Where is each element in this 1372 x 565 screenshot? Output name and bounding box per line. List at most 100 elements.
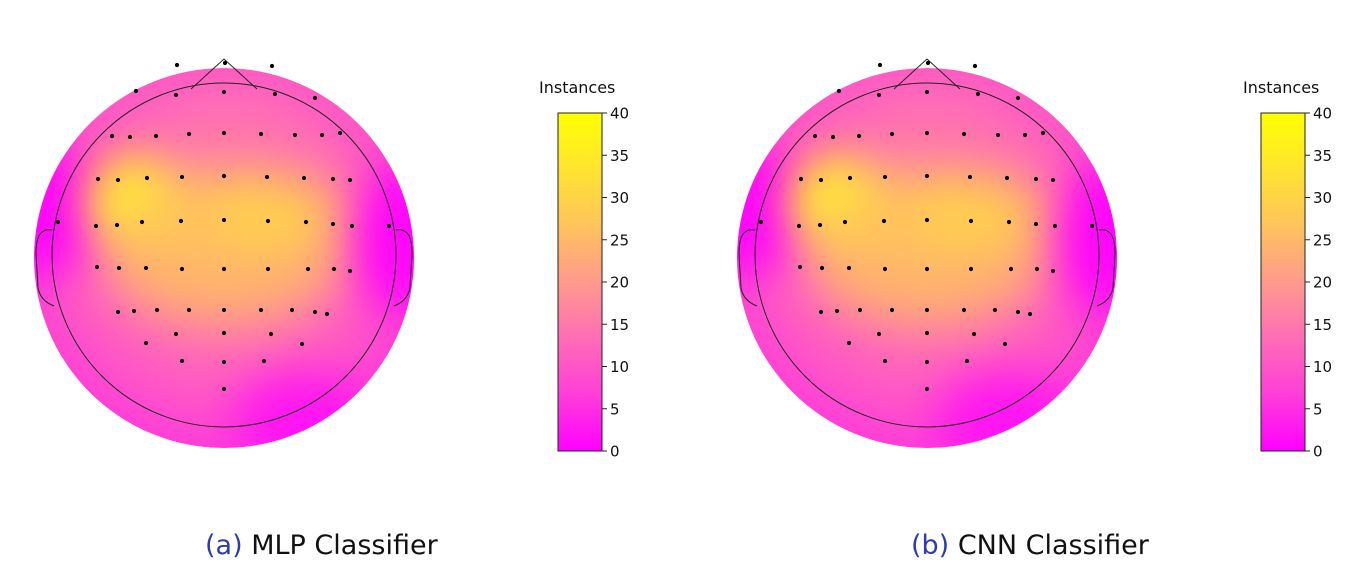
sensor-dot xyxy=(324,311,330,317)
colorbar-tick-label: 10 xyxy=(1313,358,1332,376)
sensor-dot xyxy=(1089,223,1095,229)
sensor-dot xyxy=(817,222,823,228)
sensor-dot xyxy=(154,307,160,313)
low-region-right xyxy=(1054,163,1117,315)
sensor-dot xyxy=(968,266,974,272)
right-ear-outline xyxy=(1096,229,1116,307)
sensor-dot xyxy=(265,266,271,272)
colorbar-tick-label: 0 xyxy=(610,443,620,461)
sensor-dot xyxy=(221,386,227,392)
sensor-dot xyxy=(264,174,270,180)
caption-tag: (b) xyxy=(911,530,950,561)
sensor-dot xyxy=(221,89,227,95)
sensor-dot xyxy=(924,217,930,223)
sensor-markers xyxy=(758,60,1095,392)
sensor-dot xyxy=(1006,219,1012,225)
colorbar-tick-label: 20 xyxy=(1313,274,1332,292)
sensor-dot xyxy=(842,219,848,225)
sensor-dot xyxy=(924,307,930,313)
sensor-dot xyxy=(968,218,974,224)
colorbar-tick-label: 30 xyxy=(610,189,629,207)
sensor-dot xyxy=(1040,130,1046,136)
sensor-dot xyxy=(349,223,355,229)
sensor-dot xyxy=(179,266,185,272)
colorbar-title: Instances xyxy=(1243,78,1320,97)
low-region-bottom xyxy=(936,372,1070,448)
sensor-dot xyxy=(924,266,930,272)
sensor-dot xyxy=(889,307,895,313)
low-region-right xyxy=(351,163,414,315)
sensor-dot xyxy=(924,386,930,392)
sensor-dot xyxy=(221,330,227,336)
sensor-dot xyxy=(221,173,227,179)
heat-blob-3 xyxy=(212,170,350,247)
sensor-dot xyxy=(1004,175,1010,181)
left-ear-outline xyxy=(35,229,55,307)
sensor-dot xyxy=(386,223,392,229)
sensor-dot xyxy=(798,176,804,182)
sensor-dot xyxy=(330,176,336,182)
sensor-dot xyxy=(758,219,764,225)
sensor-dot xyxy=(258,307,264,313)
figure-caption: (a) MLP Classifier xyxy=(205,530,438,561)
sensor-dot xyxy=(818,177,824,183)
sensor-dot xyxy=(961,131,967,137)
colorbar-tick-label: 5 xyxy=(1313,400,1323,418)
sensor-dot xyxy=(173,92,179,98)
sensor-dot xyxy=(347,268,353,274)
sensor-dot xyxy=(221,217,227,223)
colorbar: 0 5 10 15 20 25 30 35 40 xyxy=(557,105,629,461)
scalp-topomap xyxy=(34,58,414,448)
sensor-dot xyxy=(221,359,227,365)
colorbar-tick-label: 35 xyxy=(1313,147,1332,165)
sensor-dot xyxy=(796,223,802,229)
sensor-dot xyxy=(55,219,61,225)
nose-outline xyxy=(190,58,258,90)
sensor-dot xyxy=(1015,95,1021,101)
sensor-dot xyxy=(876,331,882,337)
scalp-topomap xyxy=(737,58,1117,448)
sensor-dot xyxy=(1052,223,1058,229)
left-ear-outline xyxy=(738,229,758,307)
sensor-dot xyxy=(109,133,115,139)
sensor-dot xyxy=(925,60,931,66)
sensor-dot xyxy=(303,219,309,225)
sensor-dot xyxy=(834,308,840,314)
sensor-dot xyxy=(116,265,122,271)
colorbar-tick-label: 15 xyxy=(610,316,629,334)
sensor-dot xyxy=(319,132,325,138)
sensor-dot xyxy=(889,131,895,137)
colorbar-gradient xyxy=(557,112,603,452)
sensor-dot xyxy=(924,330,930,336)
sensor-dot xyxy=(347,177,353,183)
heatmap-field xyxy=(34,68,414,448)
sensor-dot xyxy=(221,307,227,313)
sensor-dot xyxy=(272,91,278,97)
sensor-dot xyxy=(131,308,137,314)
sensor-dot xyxy=(1050,177,1056,183)
nose-outline xyxy=(893,58,961,90)
sensor-dot xyxy=(877,62,883,68)
sensor-dot xyxy=(1033,221,1039,227)
caption-text: CNN Classifier xyxy=(957,530,1149,561)
colorbar-tick-label: 35 xyxy=(610,147,629,165)
heat-blob-3 xyxy=(915,170,1053,247)
sensor-dot xyxy=(143,340,149,346)
head-outline xyxy=(51,82,397,428)
head-outline xyxy=(754,82,1100,428)
sensor-dot xyxy=(882,358,888,364)
sensor-dot xyxy=(265,218,271,224)
sensor-dot xyxy=(924,359,930,365)
sensor-dot xyxy=(222,60,228,66)
sensor-dot xyxy=(882,266,888,272)
sensor-dot xyxy=(1034,266,1040,272)
sensor-dot xyxy=(1022,132,1028,138)
sensor-dot xyxy=(882,174,888,180)
sensor-dot xyxy=(818,309,824,315)
sensor-dot xyxy=(139,219,145,225)
low-region-bottom xyxy=(233,372,367,448)
sensor-dot xyxy=(924,130,930,136)
sensor-dot xyxy=(305,266,311,272)
sensor-dot xyxy=(178,218,184,224)
sensor-dot xyxy=(292,132,298,138)
